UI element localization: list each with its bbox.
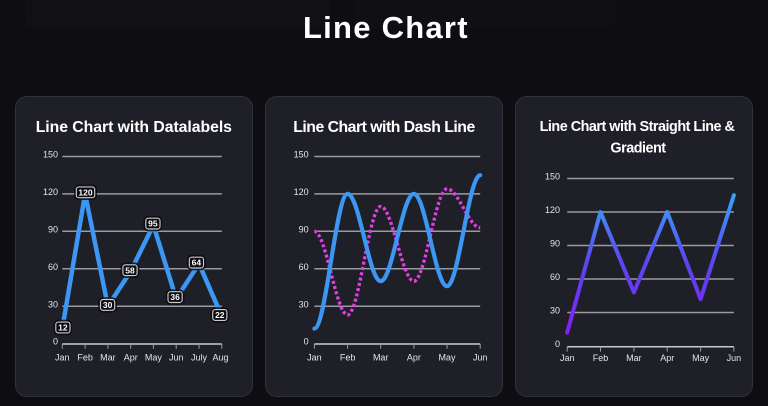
svg-text:90: 90 (299, 224, 309, 234)
svg-text:0: 0 (53, 337, 58, 347)
svg-text:May: May (145, 353, 163, 363)
svg-text:Mar: Mar (100, 353, 116, 363)
svg-text:30: 30 (550, 306, 560, 316)
svg-text:95: 95 (148, 219, 158, 229)
svg-text:Feb: Feb (593, 353, 609, 363)
svg-text:Line Chart with Dash Line: Line Chart with Dash Line (293, 119, 475, 136)
svg-text:May: May (438, 353, 456, 363)
svg-text:64: 64 (192, 258, 202, 268)
svg-text:30: 30 (299, 299, 309, 309)
svg-text:Gradient: Gradient (610, 141, 666, 157)
svg-text:Line Chart with Datalabels: Line Chart with Datalabels (36, 119, 232, 136)
svg-text:120: 120 (545, 205, 560, 215)
svg-text:July: July (191, 353, 208, 363)
svg-text:60: 60 (550, 272, 560, 282)
svg-text:30: 30 (48, 299, 58, 309)
svg-text:Jun: Jun (473, 353, 488, 363)
svg-text:Apr: Apr (407, 353, 421, 363)
svg-text:Feb: Feb (77, 353, 93, 363)
svg-text:22: 22 (215, 310, 225, 320)
svg-text:60: 60 (299, 262, 309, 272)
svg-text:150: 150 (43, 150, 58, 160)
svg-text:Line Chart: Line Chart (303, 10, 469, 45)
svg-text:58: 58 (125, 265, 135, 275)
svg-text:0: 0 (555, 339, 560, 349)
svg-text:Feb: Feb (340, 353, 356, 363)
svg-text:120: 120 (43, 187, 58, 197)
svg-text:0: 0 (304, 337, 309, 347)
svg-text:Apr: Apr (124, 353, 138, 363)
svg-text:Jan: Jan (307, 353, 322, 363)
svg-text:120: 120 (294, 187, 309, 197)
svg-text:Apr: Apr (660, 353, 674, 363)
svg-text:36: 36 (170, 292, 180, 302)
svg-text:12: 12 (58, 323, 68, 333)
svg-text:90: 90 (48, 224, 58, 234)
svg-text:Jan: Jan (560, 353, 575, 363)
svg-text:Mar: Mar (373, 353, 389, 363)
svg-text:150: 150 (294, 150, 309, 160)
svg-text:30: 30 (103, 300, 113, 310)
svg-text:May: May (692, 353, 710, 363)
svg-text:Jun: Jun (727, 353, 742, 363)
svg-text:Aug: Aug (212, 353, 228, 363)
svg-text:Jan: Jan (55, 353, 70, 363)
svg-text:60: 60 (48, 262, 58, 272)
svg-text:120: 120 (78, 187, 92, 197)
svg-text:150: 150 (545, 172, 560, 182)
svg-text:Mar: Mar (626, 353, 642, 363)
svg-text:90: 90 (550, 239, 560, 249)
svg-text:Line Chart with Straight Line: Line Chart with Straight Line & (540, 119, 735, 135)
svg-text:Jun: Jun (169, 353, 184, 363)
